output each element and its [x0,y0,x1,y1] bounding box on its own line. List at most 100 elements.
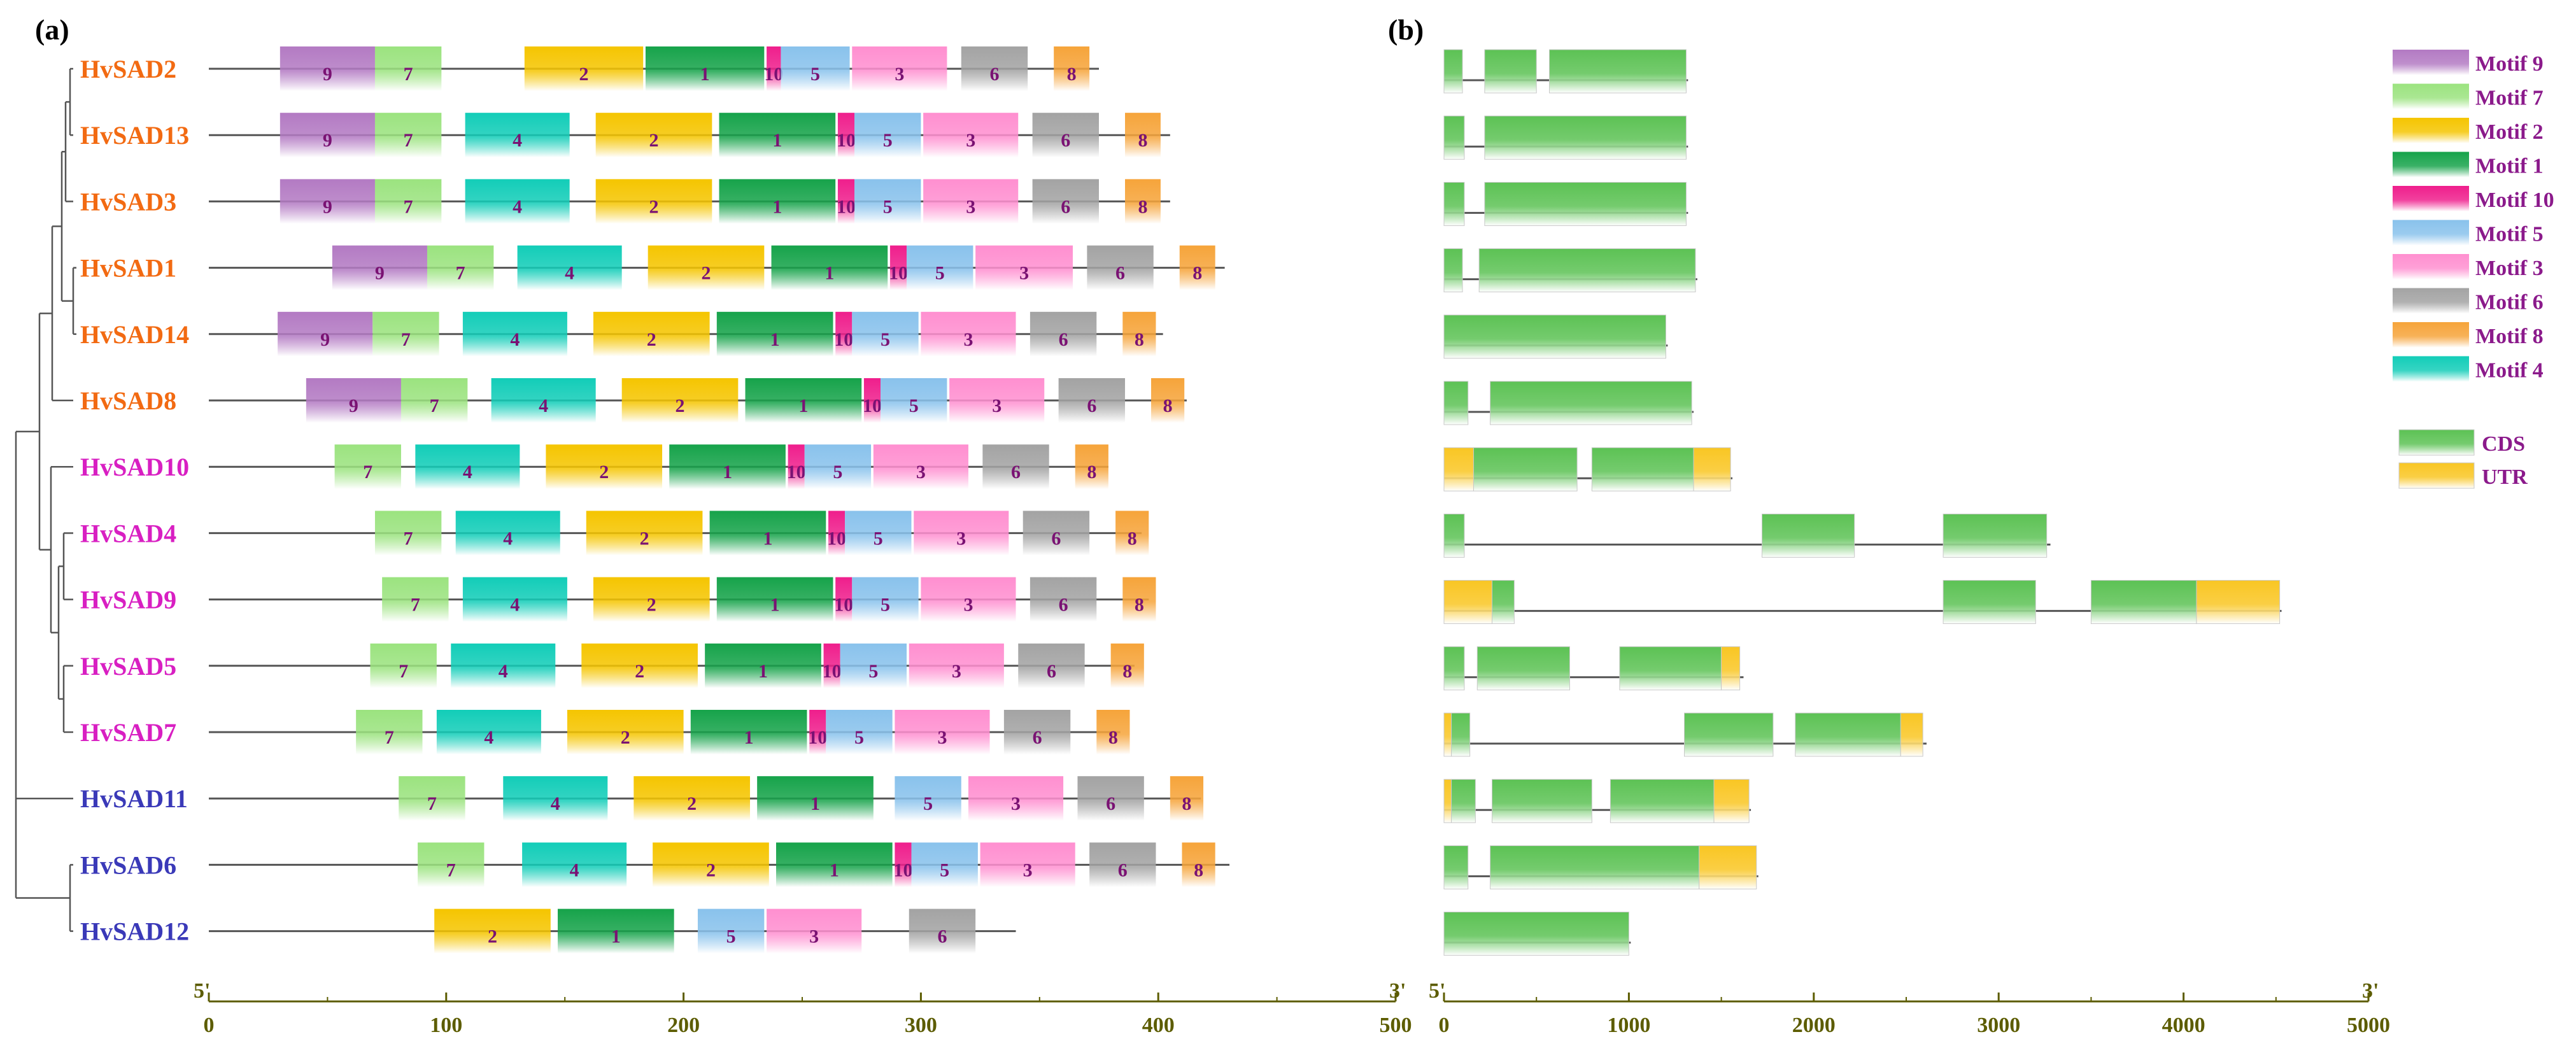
cds-block [1795,712,1901,757]
motif-1-box [709,511,826,556]
legend-swatch [2393,152,2469,178]
axis-tick-label: 3000 [1977,1014,2020,1037]
legend-item-motif_6: Motif 6 [2393,288,2544,314]
motif-number: 4 [513,196,522,217]
motif-number: 4 [551,793,560,814]
motif-9-box [280,179,375,224]
motif-number: 10 [823,661,842,682]
motif-4-box [462,311,567,357]
cds-block [1943,513,2048,558]
motif-10-box [863,378,881,423]
motif-3-box [895,710,990,754]
motif-number: 2 [676,395,685,416]
motif-number: 7 [411,595,420,616]
legend-swatch [2393,83,2469,110]
legend-item-motif_9: Motif 9 [2393,50,2544,76]
motif-3-box [909,643,1004,688]
utr-block [2196,580,2281,625]
gene-structure-HvSAD1 [1443,248,1697,293]
motif-number: 5 [726,926,736,947]
motif-5-box [911,842,978,887]
gene-row-HvSAD14: HvSAD14 9 7 4 2 1 10 5 3 6 8 [80,311,1163,357]
legend-swatch [2398,462,2475,489]
axis-tick-label: 5000 [2347,1014,2390,1037]
cds-block [1484,49,1537,94]
motif-6-box [1089,842,1156,887]
cds-block [1684,712,1774,757]
legend-item-motif_7: Motif 7 [2393,83,2544,110]
motif-4-box [491,378,596,423]
motif-2-box [595,179,712,224]
motif-number: 5 [868,661,878,682]
gene-label: HvSAD11 [80,784,188,813]
motif-number: 4 [510,595,520,616]
motif-3-box [980,842,1075,887]
motif-number: 1 [770,329,780,350]
gene-label: HvSAD10 [80,453,189,481]
axis-end-label: 3' [2362,979,2379,1003]
motif-1-box [771,245,888,290]
legend-label: Motif 1 [2475,155,2544,178]
motif-number: 3 [1023,859,1033,880]
motif-6-box [1032,179,1099,224]
axis-tick-label: 1000 [1607,1014,1650,1037]
utr-block [1693,447,1731,491]
exon-intron-panel [1443,49,2282,956]
motif-10-box [823,643,840,688]
motif-8-box [1179,245,1215,290]
gene-structure-HvSAD10 [1443,447,1733,491]
motif-number: 5 [881,595,890,616]
motif-4-box [465,179,570,224]
structure-axis: 0 1000 2000 3000 4000 5000 5' 3' [1429,979,2390,1037]
motif-1-box [716,311,833,357]
gene-structure-HvSAD2 [1443,49,1688,94]
motif-5-box [852,311,919,357]
motif-6-box [1058,378,1126,423]
gene-label: HvSAD7 [80,718,176,747]
motif-10-box [895,842,912,887]
motif-10-box [889,245,907,290]
motif-number: 3 [1019,263,1029,284]
motif-4-box [451,643,556,688]
motif-7-box [374,511,442,556]
motif-number: 6 [937,926,947,947]
gene-structure-HvSAD4 [1443,513,2051,558]
cds-block [1492,779,1592,823]
motif-number: 5 [874,528,883,549]
motif-6-box [1003,710,1071,754]
motif-number: 7 [404,196,413,217]
gene-structure-HvSAD3 [1443,181,1688,226]
utr-block [1900,712,1923,757]
motif-number: 6 [1059,329,1068,350]
motif-1-box [558,908,674,954]
motif-7-box [374,179,442,224]
motif-10-box [835,577,853,622]
axis-end-label: 3' [1389,979,1406,1003]
legend-item-utr: UTR [2398,462,2528,489]
motif-10-box [835,311,853,357]
legend-item-motif_3: Motif 3 [2393,254,2544,280]
utr-block [1443,712,1452,757]
motif-6-box [1030,311,1097,357]
motif-number: 6 [1087,395,1096,416]
motif-number: 1 [798,395,808,416]
cds-block [1443,248,1463,293]
gene-row-HvSAD9: HvSAD9 7 4 2 1 10 5 3 6 8 [80,577,1156,622]
cds-block [1443,513,1465,558]
motif-number: 7 [427,793,437,814]
legend-label: Motif 9 [2475,52,2544,76]
motif-number: 7 [404,64,413,85]
motif-number: 6 [1011,462,1021,483]
motif-number: 3 [966,130,975,151]
motif-2-box [586,511,703,556]
motif-number: 9 [375,263,385,284]
phylogenetic-tree [15,67,76,932]
motif-2-box [546,444,663,490]
motif-4-box [517,245,622,290]
motif-2-box [621,378,739,423]
motif-5-box [854,179,921,224]
motif-number: 6 [1059,595,1068,616]
motif-number: 6 [1106,793,1115,814]
gene-structure-HvSAD13 [1443,115,1688,160]
